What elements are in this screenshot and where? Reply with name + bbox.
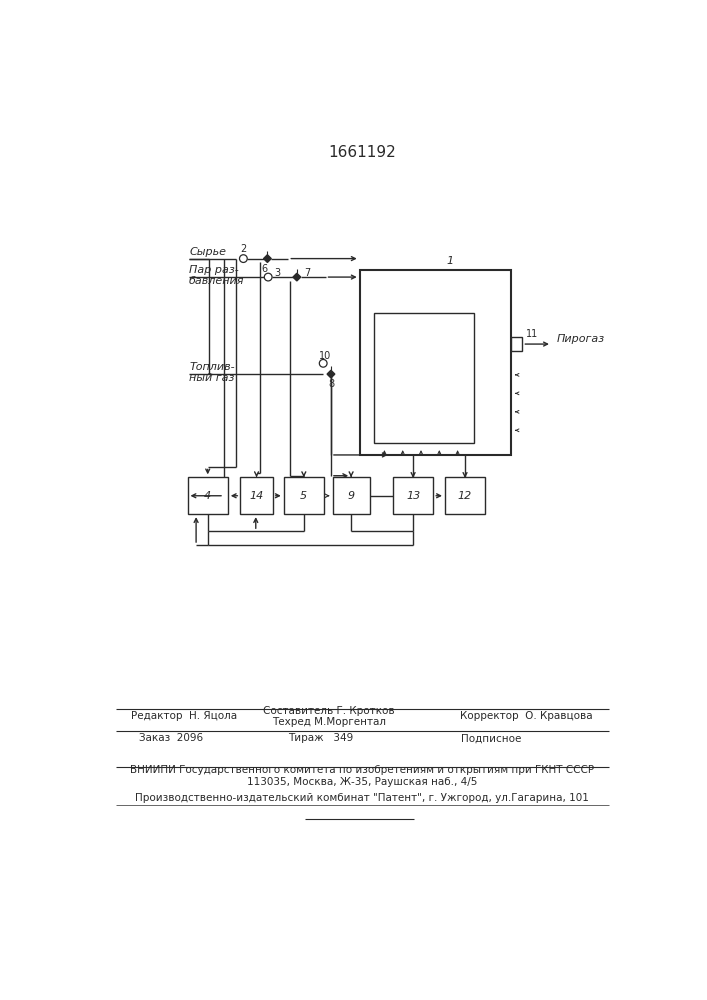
Text: 13: 13 (406, 491, 420, 501)
Text: Корректор  О. Кравцова: Корректор О. Кравцова (460, 711, 592, 721)
Text: 2: 2 (240, 244, 247, 254)
Bar (445, 477, 485, 514)
Text: ный газ: ный газ (189, 373, 235, 383)
Bar (240, 477, 273, 514)
Circle shape (264, 273, 272, 281)
Text: 5: 5 (300, 491, 308, 501)
Text: Сырье: Сырье (189, 247, 226, 257)
Polygon shape (264, 255, 271, 262)
Circle shape (320, 359, 327, 367)
Text: Заказ  2096: Заказ 2096 (139, 733, 203, 743)
Text: 11: 11 (525, 329, 538, 339)
Text: 1661192: 1661192 (328, 145, 396, 160)
Text: бавления: бавления (189, 276, 245, 286)
Text: Производственно-издательский комбинат "Патент", г. Ужгород, ул.Гагарина, 101: Производственно-издательский комбинат "П… (135, 793, 589, 803)
Text: Составитель Г. Кротков: Составитель Г. Кротков (263, 706, 395, 716)
Circle shape (240, 255, 247, 262)
Text: 9: 9 (348, 491, 355, 501)
Text: Подписное: Подписное (461, 733, 522, 743)
Text: 12: 12 (458, 491, 472, 501)
Polygon shape (293, 273, 300, 281)
Text: 14: 14 (250, 491, 264, 501)
Text: 8: 8 (328, 379, 334, 389)
Text: Топлив-: Топлив- (189, 362, 235, 372)
Bar (393, 477, 433, 514)
Text: 7: 7 (304, 268, 310, 278)
Bar (284, 477, 324, 514)
Text: ВНИИПИ Государственного комитета по изобретениям и открытиям при ГКНТ СССР: ВНИИПИ Государственного комитета по изоб… (130, 765, 594, 775)
Text: 6: 6 (262, 264, 267, 274)
Text: 10: 10 (320, 351, 332, 361)
Text: Тираж   349: Тираж 349 (288, 733, 354, 743)
Text: 113035, Москва, Ж-35, Раушская наб., 4/5: 113035, Москва, Ж-35, Раушская наб., 4/5 (247, 777, 477, 787)
Bar (360, 270, 510, 455)
Text: Пирогаз: Пирогаз (556, 334, 604, 344)
Text: Редактор  Н. Яцола: Редактор Н. Яцола (131, 711, 237, 721)
Text: Техред М.Моргентал: Техред М.Моргентал (271, 717, 385, 727)
Text: 4: 4 (204, 491, 211, 501)
Text: 1: 1 (447, 256, 454, 266)
Bar (373, 312, 474, 443)
Text: 3: 3 (274, 268, 281, 278)
Bar (510, 337, 522, 351)
Bar (332, 477, 370, 514)
Bar (187, 477, 228, 514)
Polygon shape (327, 370, 335, 378)
Text: Пар раз-: Пар раз- (189, 265, 239, 275)
